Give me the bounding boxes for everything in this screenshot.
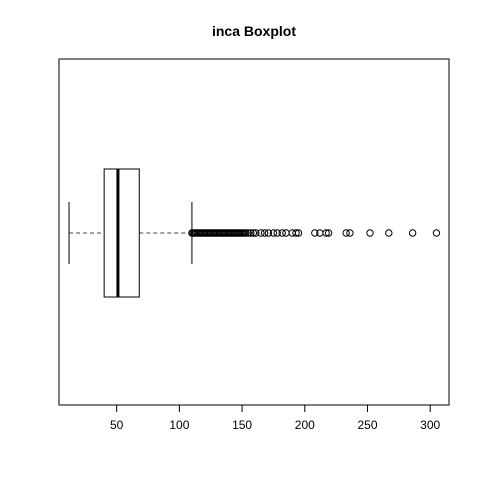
outlier-point [278,229,286,237]
x-axis: 50 100 150 200 250 300 [110,404,441,432]
x-tick-label: 200 [295,418,315,432]
outlier-point [432,229,441,237]
outlier-group [188,229,441,237]
outlier-point [252,229,260,237]
outlier-point [247,229,255,237]
outlier-point [322,229,330,237]
chart-title: inca Boxplot [212,23,296,39]
x-tick-label: 300 [420,418,440,432]
box-group [68,168,193,298]
outlier-point [385,229,393,237]
outlier-point [294,229,303,237]
outlier-point [273,229,281,237]
outlier-point [242,229,250,237]
outlier-point [292,229,300,237]
outlier-point [346,229,354,237]
outlier-point [260,229,269,237]
outlier-point [264,229,273,237]
x-tick-label: 250 [357,418,377,432]
outlier-point [244,229,253,237]
x-tick-label: 150 [232,418,252,432]
outlier-point [324,229,333,237]
outlier-point [257,229,265,237]
outlier-point [311,229,319,237]
outlier-point [249,229,258,237]
outlier-point [282,229,290,237]
outlier-point [408,229,417,237]
outlier-point [366,229,374,237]
x-tick-label: 50 [110,418,124,432]
outlier-point [342,229,350,237]
iqr-box [103,168,140,298]
x-tick-label: 100 [169,418,189,432]
outlier-point [269,229,278,237]
